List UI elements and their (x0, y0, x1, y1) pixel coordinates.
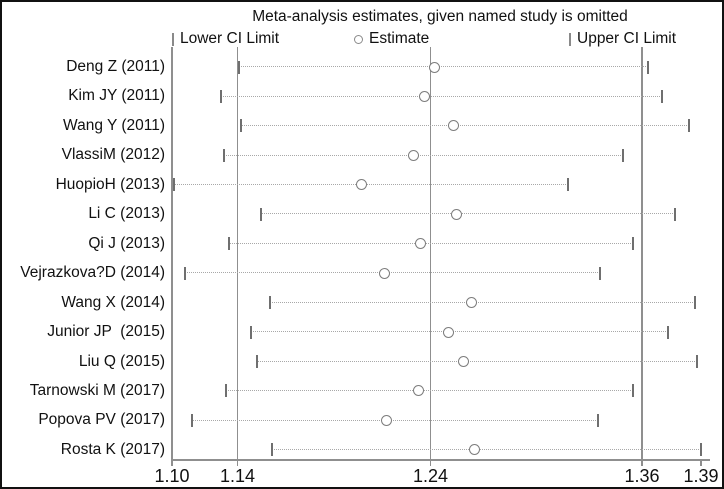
ci-line (239, 66, 648, 68)
reference-line (641, 47, 643, 459)
ci-line (270, 301, 696, 303)
upper-ci-tick (646, 60, 649, 74)
upper-ci-tick (598, 266, 601, 280)
x-tick-mark (171, 460, 173, 466)
x-tick-label: 1.10 (154, 466, 190, 486)
ci-line (185, 272, 600, 274)
legend-upper-ci: Upper CI Limit (569, 30, 676, 48)
legend-estimate-label: Estimate (369, 30, 430, 47)
chart-title: Meta-analysis estimates, given named stu… (252, 8, 628, 25)
study-label: Wang X (2014) (61, 293, 165, 311)
lower-ci-tick (225, 384, 228, 398)
study-label: HuopioH (2013) (55, 175, 165, 193)
lower-ci-tick (255, 355, 258, 368)
upper-ci-tick (632, 384, 635, 398)
upper-ci-tick (621, 148, 624, 162)
x-tick-label: 1.14 (219, 466, 256, 486)
lower-ci-tick (250, 325, 252, 339)
lower-ci-tick (190, 413, 193, 427)
lower-ci-tick (228, 237, 231, 251)
estimate-marker (469, 444, 481, 456)
study-label: Li C (2013) (88, 205, 165, 223)
upper-ci-tick (666, 325, 669, 339)
legend-lower-ci: Lower CI Limit (172, 30, 279, 48)
x-tick-label: 1.36 (624, 466, 660, 486)
study-label: Rosta K (2017) (60, 440, 165, 458)
study-label: Wang Y (2011) (63, 116, 165, 134)
x-tick-label: 1.24 (412, 466, 449, 486)
estimate-marker (380, 414, 392, 426)
lower-ci-tick (269, 296, 272, 310)
estimate-marker (355, 179, 367, 191)
lower-ci-tick (240, 119, 243, 133)
upper-ci-tick (566, 178, 569, 192)
estimate-marker (419, 90, 431, 102)
estimate-marker (415, 238, 427, 250)
upper-ci-tick (696, 355, 699, 368)
estimate-marker (447, 120, 459, 132)
estimate-marker (413, 385, 425, 397)
lower-ci-tick (238, 60, 241, 74)
estimate-marker-icon (354, 34, 363, 44)
x-tick-mark (700, 460, 702, 466)
ci-line (229, 242, 634, 244)
x-tick-mark (429, 460, 432, 466)
ci-line (260, 213, 676, 215)
legend-upper-ci-label: Upper CI Limit (577, 30, 677, 47)
x-tick-mark (641, 460, 643, 466)
study-label: Deng Z (2011) (66, 58, 165, 75)
ci-line (256, 360, 698, 362)
lower-ci-limit-icon (172, 32, 174, 46)
upper-ci-tick (700, 443, 702, 457)
estimate-marker (451, 208, 463, 220)
x-axis (171, 459, 710, 461)
upper-ci-tick (688, 119, 691, 133)
lower-ci-tick (184, 266, 187, 280)
estimate-marker (442, 326, 454, 338)
upper-ci-limit-icon (569, 32, 571, 46)
reference-line (236, 47, 239, 459)
upper-ci-tick (660, 89, 663, 103)
x-tick-label: 1.39 (683, 466, 719, 486)
reference-line (429, 47, 432, 459)
legend-lower-ci-label: Lower CI Limit (180, 30, 280, 47)
legend-estimate: Estimate (354, 30, 429, 48)
ci-line (191, 419, 598, 421)
ci-line (221, 95, 662, 97)
estimate-marker (465, 297, 477, 309)
ci-line (241, 125, 690, 127)
study-label: Qi J (2013) (88, 234, 165, 252)
study-label: Kim JY (2011) (68, 87, 165, 105)
lower-ci-tick (220, 89, 223, 103)
ci-line (226, 390, 634, 392)
study-label: Popova PV (2017) (38, 411, 165, 429)
ci-line (224, 154, 623, 156)
y-axis (171, 47, 173, 459)
lower-ci-tick (259, 207, 262, 221)
ci-line (173, 184, 568, 185)
estimate-marker (407, 149, 419, 161)
lower-ci-tick (271, 443, 274, 457)
upper-ci-tick (674, 207, 677, 221)
estimate-marker (428, 61, 440, 73)
study-label: Tarnowski M (2017) (29, 381, 165, 399)
x-tick-mark (236, 460, 239, 466)
upper-ci-tick (596, 413, 599, 427)
ci-line (251, 331, 668, 333)
ci-line (272, 449, 701, 451)
estimate-marker (458, 356, 470, 367)
study-label: Vejrazkova?D (2014) (20, 264, 165, 282)
lower-ci-tick (223, 148, 226, 162)
estimate-marker (378, 267, 390, 279)
upper-ci-tick (632, 237, 635, 251)
study-label: Liu Q (2015) (78, 352, 165, 370)
study-label: Junior JP (2015) (47, 323, 165, 341)
study-label: VlassiM (2012) (61, 146, 165, 164)
lower-ci-tick (172, 178, 175, 192)
upper-ci-tick (694, 296, 697, 310)
